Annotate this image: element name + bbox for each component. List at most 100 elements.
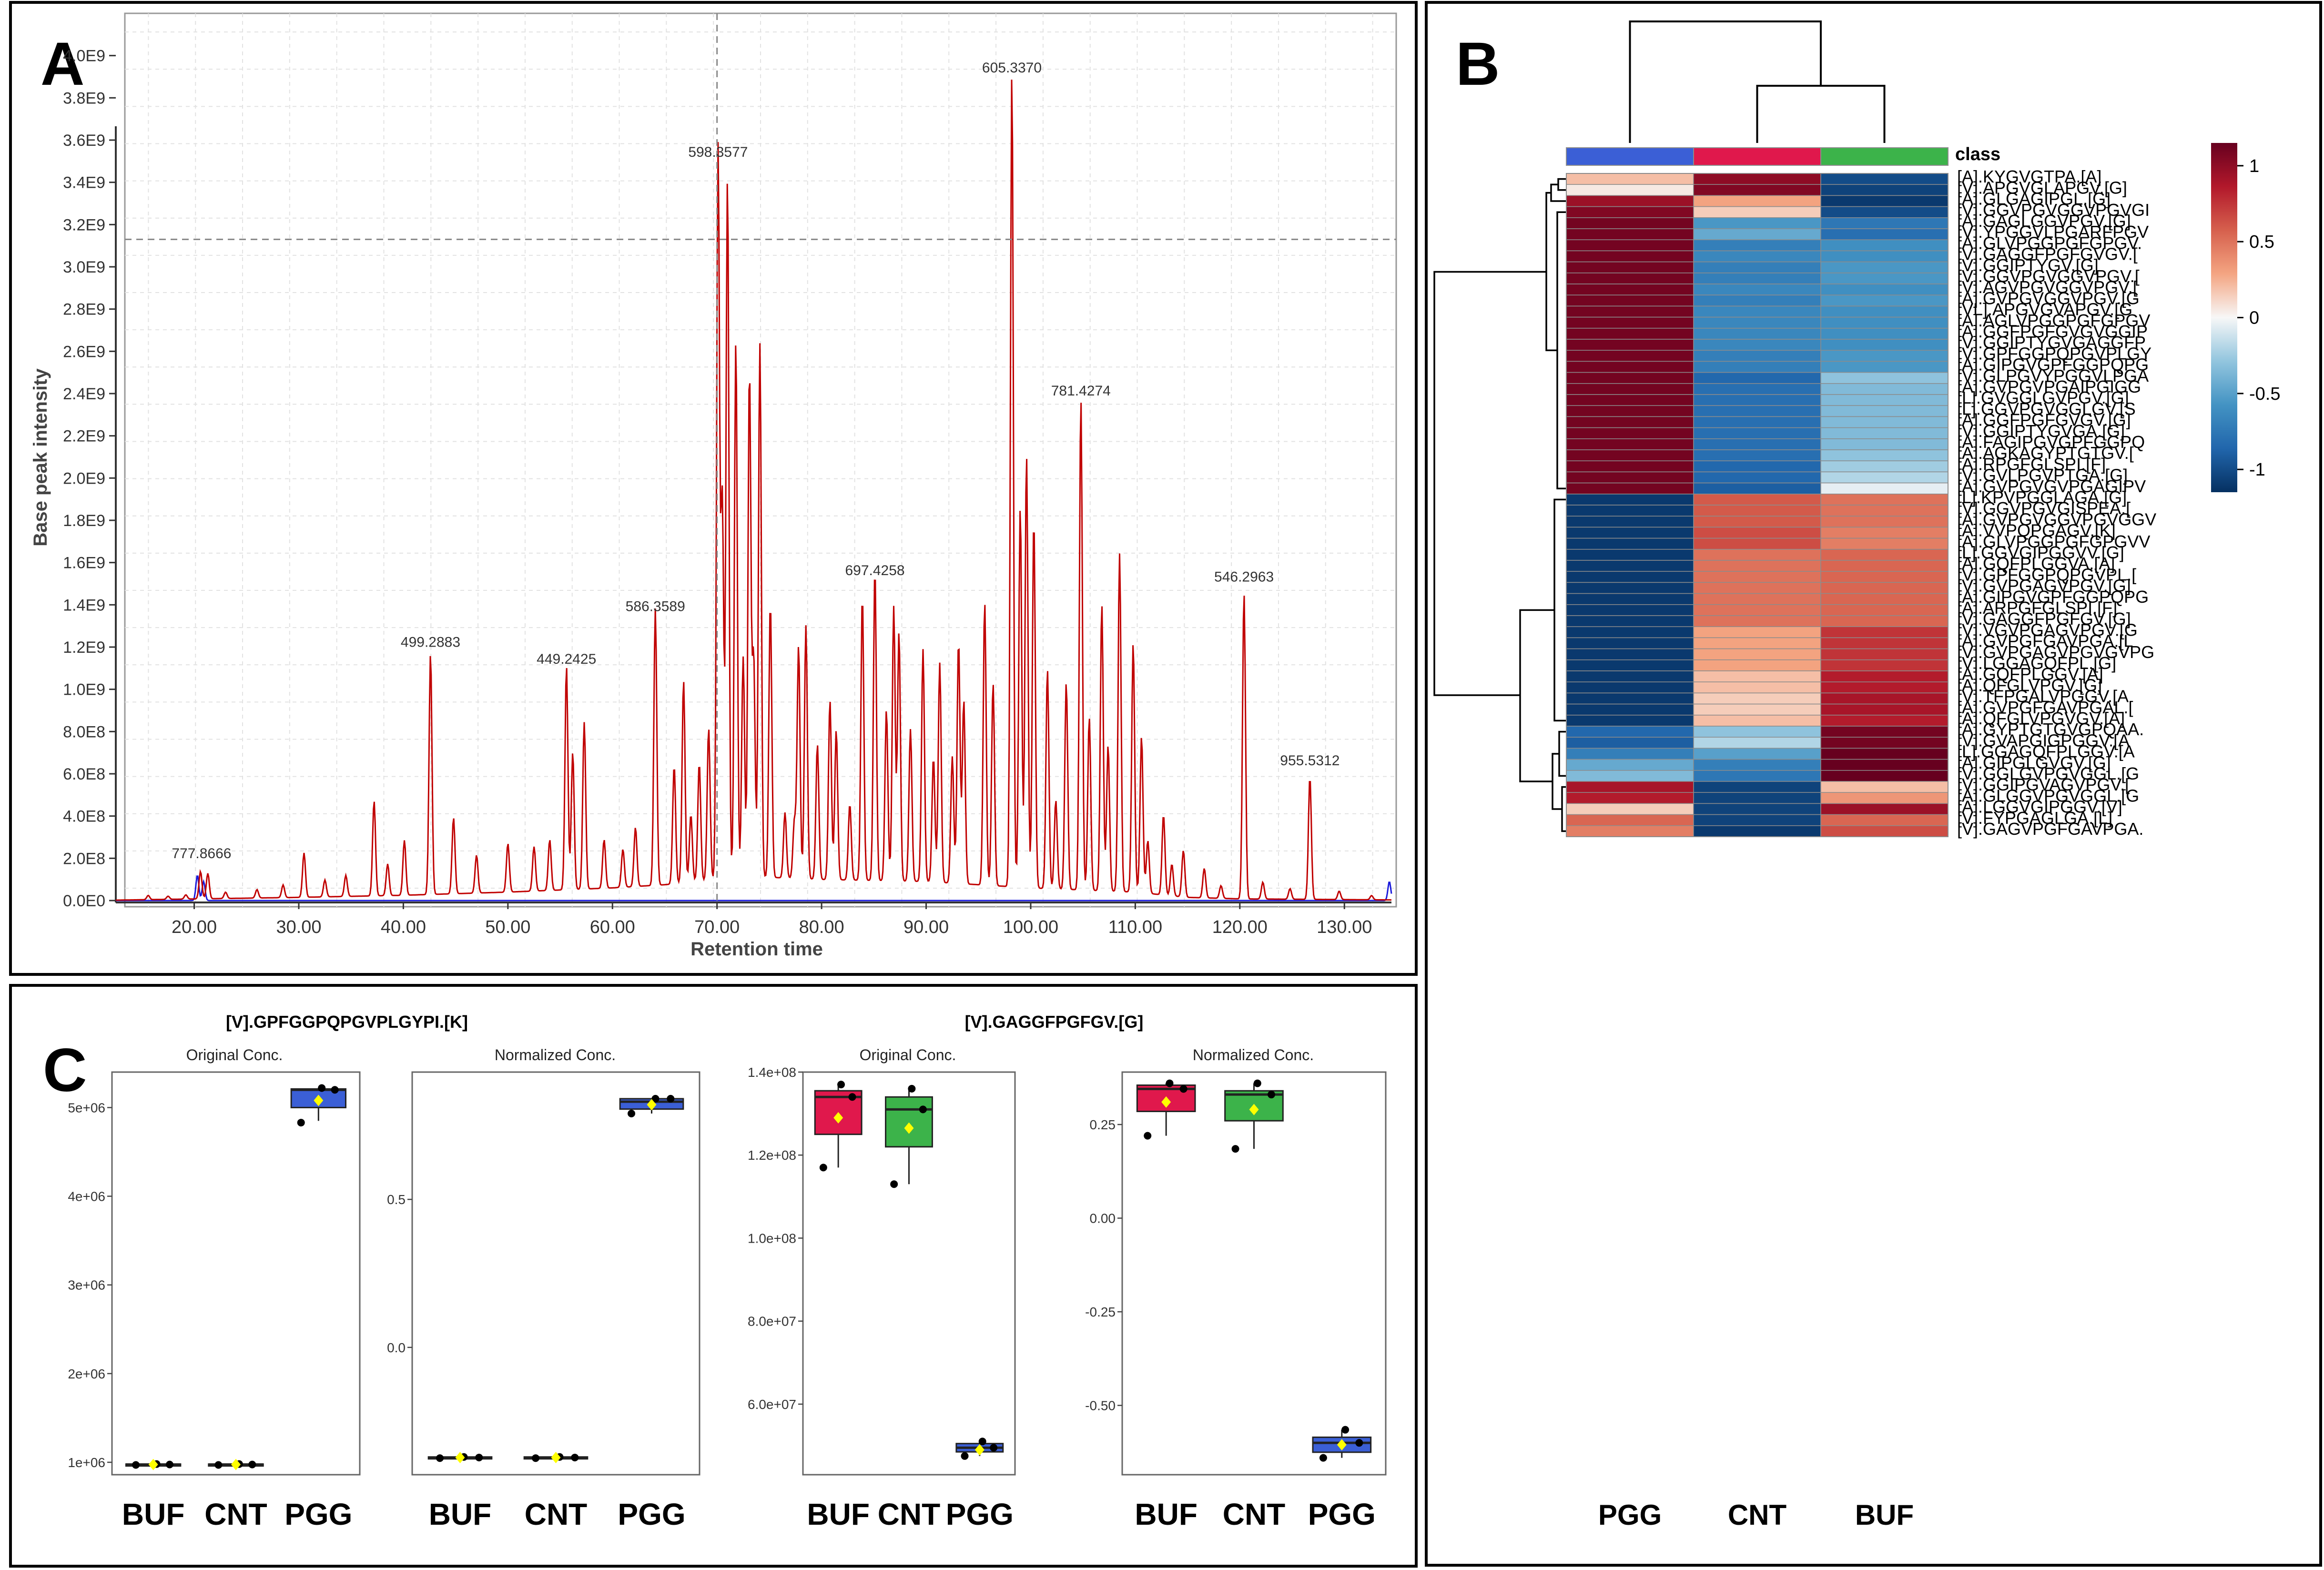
panel-subtitle: Normalized Conc. (1193, 1046, 1314, 1064)
dendrogram-branch (1561, 786, 1566, 832)
heatmap-cell (1820, 670, 1949, 682)
row-label: [V].GGVPGVGISPEA.[ (1957, 498, 2131, 518)
heatmap-cell (1820, 505, 1949, 517)
y-tick-label: 1.0E9 (63, 681, 105, 699)
heatmap-cell (1820, 527, 1949, 539)
heatmap-cell (1820, 781, 1949, 793)
boxplot-original-1: Original Conc. 1e+06 2e+06 3e+06 4e+06 5e+06 B… (68, 1046, 361, 1531)
x-tick-label: 60.00 (590, 917, 635, 937)
heatmap-cell (1820, 626, 1949, 638)
dendrogram-branch (1519, 609, 1554, 782)
heatmap-cell (1820, 372, 1949, 384)
heatmap-cell (1820, 239, 1949, 252)
heatmap-cell (1820, 549, 1949, 561)
heatmap-cell (1566, 703, 1694, 716)
heatmap-cell (1693, 692, 1821, 705)
heatmap-cell (1566, 184, 1694, 196)
heatmap-cell (1820, 792, 1949, 804)
row-label: [A].GGFPGFGVGVGGIP (1957, 322, 2148, 341)
row-label: [V].GLPGVYPGGVLPGA (1957, 366, 2149, 385)
colorbar-tick-label: 0.5 (2249, 232, 2274, 252)
heatmap-cell (1693, 184, 1821, 196)
heatmap-cell (1693, 250, 1821, 263)
heatmap-cell (1566, 560, 1694, 572)
class-bar-cell (1566, 147, 1694, 166)
heatmap-cell (1693, 206, 1821, 218)
box (885, 1096, 933, 1148)
heatmap-cell (1566, 239, 1694, 252)
heatmap-cell (1566, 681, 1694, 694)
row-label: [L].GGVPGVGGLGV.[S (1957, 399, 2136, 418)
heatmap-cell (1820, 339, 1949, 351)
heatmap-cell (1693, 748, 1821, 760)
mean-marker (647, 1099, 657, 1111)
row-label: [V].GVAPGIGPGGV.[A (1957, 730, 2130, 750)
y-tick-label: 8.0e+07 (748, 1314, 796, 1329)
dendrogram-branch (1433, 271, 1546, 696)
row-label: [A].GVPGVGVPGAGIPV (1957, 476, 2146, 496)
heatmap-cell (1566, 582, 1694, 594)
y-tick-label: 3.8E9 (63, 89, 105, 107)
heatmap-cell (1693, 416, 1821, 428)
heatmap-cell (1566, 416, 1694, 428)
y-tick-label: 0.25 (1090, 1117, 1116, 1132)
y-tick-label: -0.50 (1085, 1398, 1116, 1413)
x-tick-label: 120.00 (1212, 917, 1268, 937)
row-label: [V].GGIPTYGV.[G] (1957, 255, 2099, 275)
y-axis-label: Base peak intensity (30, 368, 51, 547)
data-point (331, 1086, 339, 1094)
data-point (248, 1460, 256, 1469)
heatmap-cell (1820, 571, 1949, 583)
heatmap-cell (1566, 659, 1694, 671)
data-point (1179, 1085, 1187, 1093)
heatmap-cell (1566, 273, 1694, 284)
heatmap-cell (1566, 494, 1694, 506)
mean-marker (904, 1122, 914, 1134)
heatmap-cell (1566, 471, 1694, 484)
heatmap-cell (1820, 582, 1949, 594)
heatmap-cell (1566, 394, 1694, 406)
heatmap-cell (1566, 593, 1694, 605)
column-label: BUF (1855, 1499, 1914, 1531)
mean-marker (833, 1112, 843, 1124)
heatmap-cell (1566, 726, 1694, 738)
data-point (214, 1461, 223, 1469)
heatmap-cell (1693, 173, 1821, 185)
column-dendrogram (1629, 20, 1886, 143)
heatmap-cell (1820, 328, 1949, 340)
y-tick-label: 1.2E9 (63, 638, 105, 657)
data-point (532, 1454, 540, 1462)
y-tick-labels: 0.0E0 2.0E8 4.0E8 6.0E8 8.0E8 1.0E9 1.2E9 1.4E9… (63, 47, 105, 910)
row-labels: [A].KYGVGTPA.[A][V].APGVGLAPGV.[G][A].GL… (1957, 167, 2156, 839)
heatmap-cell (1566, 505, 1694, 517)
heatmap-cell (1820, 316, 1949, 329)
row-label: [A].VVPQPGAGV.[K] (1957, 521, 2116, 540)
heatmap-cell (1566, 361, 1694, 373)
mean-marker (314, 1094, 324, 1106)
heatmap-cell (1820, 217, 1949, 229)
row-label: [A].GVPGVGGVPGV.[G (1957, 288, 2140, 308)
data-point (165, 1460, 173, 1469)
heatmap-cell (1566, 615, 1694, 627)
y-tick-label: 1.2e+08 (748, 1148, 796, 1163)
heatmap-cell (1820, 593, 1949, 605)
heatmap-cell (1820, 770, 1949, 782)
peak-label: 697.4258 (845, 563, 904, 578)
peak-label: 605.3370 (982, 60, 1042, 76)
heatmap-cells (1566, 173, 1949, 837)
row-label: [V].APGVGLAPGV.[G] (1957, 178, 2127, 197)
heatmap-cell (1566, 405, 1694, 417)
heatmap-cell (1566, 637, 1694, 649)
heatmap-cell (1820, 759, 1949, 771)
mean-marker (1337, 1439, 1347, 1451)
row-label: [A].LGGVGIPGGV.[V] (1957, 797, 2122, 817)
y-tick-label: 3.4E9 (63, 174, 105, 192)
heatmap-cell (1566, 316, 1694, 329)
x-tick-label: 70.00 (694, 917, 740, 937)
colorbar-ticks: 1 0.5 0 -0.5 -1 (2237, 156, 2280, 480)
heatmap-cell (1566, 383, 1694, 395)
row-label: [A].GIPGLGVGV.[G] (1957, 753, 2111, 772)
x-tick-label: 30.00 (276, 917, 321, 937)
heatmap-cell (1820, 405, 1949, 417)
